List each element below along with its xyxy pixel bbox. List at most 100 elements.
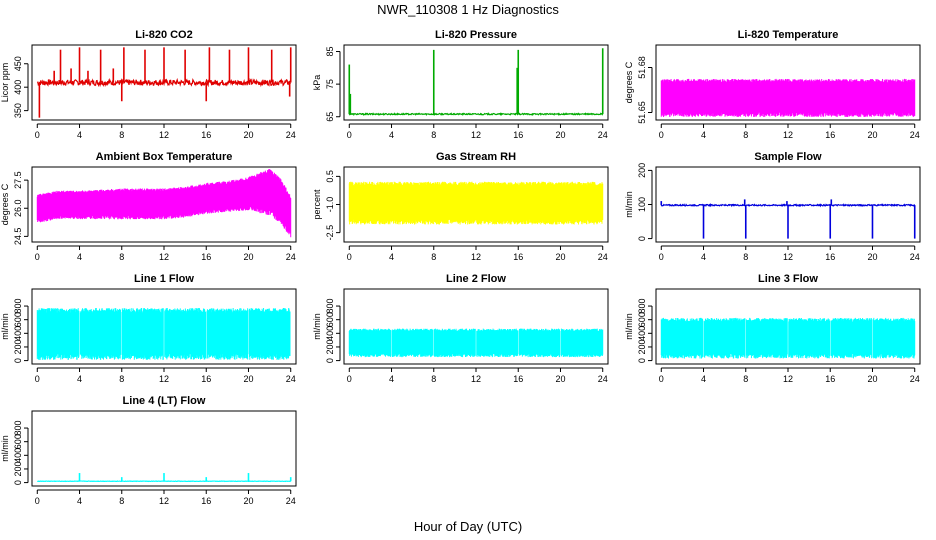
panel-title: Line 1 Flow bbox=[134, 273, 194, 285]
plot-frame bbox=[31, 288, 297, 365]
series-band bbox=[36, 169, 292, 238]
series-data bbox=[36, 169, 292, 238]
y-tick-label: 800 bbox=[13, 421, 23, 436]
plot-frame bbox=[655, 166, 921, 243]
x-tick-label: 0 bbox=[35, 252, 40, 262]
y-axis-label: Licor ppm bbox=[0, 63, 10, 103]
x-tick-label: 8 bbox=[119, 374, 124, 384]
x-tick-label: 12 bbox=[471, 130, 481, 140]
y-tick-label: 0.5 bbox=[325, 170, 335, 183]
x-tick-label: 12 bbox=[783, 252, 793, 262]
x-tick-label: 12 bbox=[471, 252, 481, 262]
x-tick-label: 16 bbox=[201, 252, 211, 262]
series-data bbox=[36, 307, 291, 360]
y-tick-label: 200 bbox=[13, 339, 23, 354]
x-tick-label: 12 bbox=[159, 496, 169, 506]
x-tick-label: 24 bbox=[598, 374, 608, 384]
x-tick-label: 20 bbox=[243, 496, 253, 506]
panel-title: Li-820 Temperature bbox=[738, 29, 839, 41]
series-data bbox=[660, 199, 916, 239]
y-tick-label: 0 bbox=[637, 236, 647, 241]
y-axis-label: ml/min bbox=[312, 313, 322, 340]
x-tick-label: 16 bbox=[201, 130, 211, 140]
panel-1: Li-820 CO2 Licor ppm 0 4 8 12 16 20 24 350 400 450 bbox=[0, 29, 297, 140]
x-tick-label: 4 bbox=[701, 374, 706, 384]
x-tick-label: 8 bbox=[431, 130, 436, 140]
y-tick-label: 200 bbox=[325, 339, 335, 354]
panel-4: Ambient Box Temperature degrees C 0 4 8 12 16 2… bbox=[0, 151, 297, 262]
y-tick-label: 600 bbox=[637, 312, 647, 327]
y-tick-label: 800 bbox=[637, 299, 647, 314]
y-tick-label: 400 bbox=[13, 448, 23, 463]
x-tick-label: 12 bbox=[159, 252, 169, 262]
y-tick-label: 0 bbox=[13, 358, 23, 363]
y-axis-label: degrees C bbox=[624, 61, 634, 103]
panel-3: Li-820 Temperature degrees C 0 4 8 12 16 20 24 51… bbox=[624, 29, 921, 140]
plot-frame bbox=[655, 288, 921, 365]
series-data bbox=[348, 48, 604, 117]
x-tick-label: 16 bbox=[825, 374, 835, 384]
y-axis-label: ml/min bbox=[0, 313, 10, 340]
y-tick-label: 600 bbox=[13, 312, 23, 327]
y-axis-label: ml/min bbox=[624, 313, 634, 340]
x-tick-label: 0 bbox=[347, 374, 352, 384]
x-tick-label: 20 bbox=[867, 130, 877, 140]
x-tick-label: 16 bbox=[201, 374, 211, 384]
y-tick-label: 200 bbox=[637, 339, 647, 354]
panel-title: Line 4 (LT) Flow bbox=[123, 395, 206, 407]
x-tick-label: 4 bbox=[389, 374, 394, 384]
x-tick-label: 20 bbox=[555, 252, 565, 262]
x-tick-label: 8 bbox=[743, 130, 748, 140]
y-tick-label: 65 bbox=[325, 112, 335, 122]
x-tick-label: 24 bbox=[286, 374, 296, 384]
plot-frame bbox=[343, 166, 609, 243]
series-line bbox=[348, 112, 604, 117]
x-tick-label: 20 bbox=[867, 374, 877, 384]
panel-title: Line 3 Flow bbox=[758, 273, 818, 285]
x-tick-label: 8 bbox=[431, 374, 436, 384]
series-band bbox=[36, 307, 291, 360]
x-tick-label: 12 bbox=[159, 374, 169, 384]
panel-6: Sample Flow ml/min 0 4 8 12 16 20 24 0 100 200 bbox=[624, 151, 921, 262]
x-tick-label: 4 bbox=[77, 252, 82, 262]
x-tick-label: 12 bbox=[471, 374, 481, 384]
plot-frame bbox=[655, 44, 921, 121]
series-data bbox=[660, 317, 916, 359]
x-tick-label: 0 bbox=[35, 130, 40, 140]
y-tick-label: 26.0 bbox=[13, 199, 23, 217]
panel-title: Ambient Box Temperature bbox=[96, 151, 233, 163]
panel-title: Li-820 Pressure bbox=[435, 29, 517, 41]
y-tick-label: 85 bbox=[325, 47, 335, 57]
y-tick-label: 400 bbox=[637, 326, 647, 341]
y-tick-label: 100 bbox=[637, 197, 647, 212]
x-tick-label: 4 bbox=[77, 130, 82, 140]
y-tick-label: 800 bbox=[13, 299, 23, 314]
panel-5: Gas Stream RH percent 0 4 8 12 16 20 24 0.5 -1.0 -2… bbox=[312, 151, 609, 262]
series-band bbox=[660, 78, 916, 117]
panel-title: Line 2 Flow bbox=[446, 273, 506, 285]
plot-frame bbox=[343, 44, 609, 121]
series-data bbox=[36, 47, 292, 118]
x-tick-label: 8 bbox=[119, 252, 124, 262]
x-tick-label: 24 bbox=[910, 130, 920, 140]
y-axis-label: ml/min bbox=[624, 191, 634, 218]
x-tick-label: 4 bbox=[701, 252, 706, 262]
series-data bbox=[660, 78, 916, 117]
y-tick-label: 600 bbox=[13, 434, 23, 449]
x-tick-label: 0 bbox=[659, 374, 664, 384]
panel-7: Line 1 Flow ml/min 0 4 8 12 16 20 24 0 20040060080… bbox=[0, 273, 297, 384]
x-tick-label: 12 bbox=[159, 130, 169, 140]
y-tick-label: 450 bbox=[13, 56, 23, 71]
x-tick-label: 20 bbox=[243, 374, 253, 384]
panel-10: Line 4 (LT) Flow ml/min 0 4 8 12 16 20 24 0 200400… bbox=[0, 395, 297, 506]
x-tick-label: 20 bbox=[555, 130, 565, 140]
y-tick-label: 24.5 bbox=[13, 228, 23, 246]
y-tick-label: 400 bbox=[13, 80, 23, 95]
series-data bbox=[348, 181, 604, 225]
x-tick-label: 16 bbox=[825, 252, 835, 262]
y-tick-label: 200 bbox=[637, 163, 647, 178]
y-tick-label: 0 bbox=[13, 480, 23, 485]
series-data bbox=[37, 473, 292, 483]
x-tick-label: 0 bbox=[347, 130, 352, 140]
y-tick-label: 51.68 bbox=[637, 56, 647, 79]
